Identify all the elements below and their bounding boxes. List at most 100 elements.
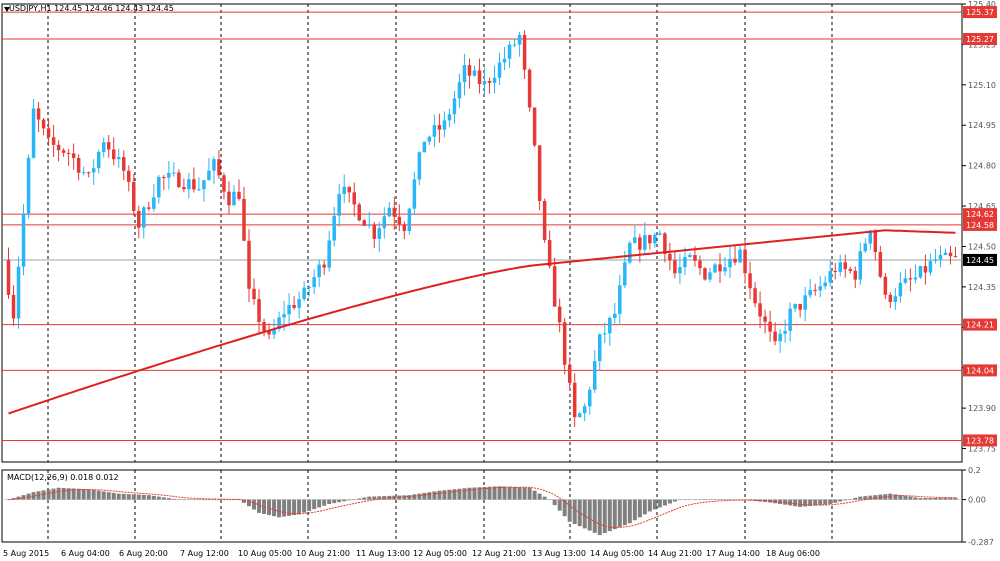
candle-body [282, 314, 286, 318]
macd-histogram-bar [317, 499, 322, 508]
macd-histogram-bar [697, 499, 702, 501]
candle-body [572, 382, 577, 418]
macd-histogram-bar [652, 499, 657, 510]
macd-histogram-bar [131, 494, 136, 500]
candle-body [793, 304, 797, 309]
candle-body [567, 364, 572, 383]
candle-body [663, 233, 667, 254]
macd-histogram-bar [592, 499, 597, 533]
candle-body [11, 294, 16, 319]
macd-histogram-bar [728, 499, 733, 501]
macd-histogram-bar [948, 497, 953, 500]
macd-histogram-bar [733, 499, 738, 501]
candle-body [312, 277, 316, 288]
candle-body [758, 303, 762, 317]
macd-histogram-bar [918, 498, 923, 500]
level-tag [963, 6, 997, 19]
macd-histogram-bar [532, 490, 537, 500]
candle-body [587, 389, 592, 407]
candle-body [623, 262, 627, 286]
macd-histogram-bar [332, 499, 337, 504]
candle-body [402, 224, 407, 232]
macd-histogram-bar [843, 499, 848, 501]
candle-body [948, 252, 953, 257]
candle-body [367, 224, 372, 226]
candle-body [287, 304, 291, 315]
candle-body [798, 304, 802, 310]
candle-body [182, 187, 186, 190]
macd-histogram-bar [717, 499, 723, 501]
candle-body [202, 180, 206, 190]
macd-histogram-bar [181, 499, 186, 501]
macd-histogram-bar [437, 490, 442, 500]
candle-body [818, 286, 822, 291]
macd-histogram-bar [888, 493, 893, 500]
main-panel-frame [1, 3, 963, 463]
macd-histogram-bar [838, 499, 843, 502]
macd-histogram-bar [307, 499, 312, 511]
candle-body [858, 251, 863, 280]
y-tick-label: 123.75 [968, 445, 996, 454]
macd-y-tick-label: 0.00 [968, 496, 986, 505]
candle-body [908, 278, 913, 280]
macd-histogram-bar [16, 496, 21, 500]
macd-histogram-bar [602, 499, 607, 534]
y-tick-label: 124.65 [968, 202, 996, 211]
candle-body [477, 70, 482, 84]
macd-histogram-bar [723, 499, 728, 501]
candle-body [748, 273, 752, 289]
candle-body [96, 151, 101, 169]
candle-body [923, 266, 928, 273]
candle-body [497, 62, 502, 78]
candle-body [327, 240, 331, 268]
macd-histogram-bar [868, 495, 873, 500]
candle-body [91, 168, 96, 173]
macd-histogram-bar [56, 487, 61, 500]
candle-body [713, 264, 717, 273]
macd-histogram-bar [798, 499, 803, 507]
candle-body [81, 172, 86, 174]
candle-body [31, 108, 36, 158]
level-tag [963, 33, 997, 46]
candle-body [86, 172, 91, 174]
dropdown-triangle-icon[interactable] [4, 7, 10, 12]
macd-histogram-bar [542, 496, 547, 500]
candle-body [352, 192, 356, 205]
macd-histogram-bar [808, 499, 813, 506]
macd-histogram-bar [41, 490, 46, 500]
candle-body [673, 260, 677, 274]
macd-histogram-bar [292, 499, 297, 516]
candle-body [562, 322, 567, 365]
candle-body [517, 34, 522, 45]
macd-histogram-bar [372, 496, 377, 500]
candle-body [492, 77, 497, 83]
candle-body [362, 220, 367, 226]
x-tick-label: 12 Aug 21:00 [472, 549, 526, 558]
macd-histogram-bar [96, 490, 101, 500]
macd-histogram-bar [677, 499, 682, 501]
macd-histogram-bar [367, 496, 372, 500]
candle-body [547, 240, 552, 267]
current-price-tag [963, 253, 997, 266]
macd-histogram-bar [492, 486, 497, 500]
macd-panel-frame [1, 469, 963, 543]
candle-body [247, 240, 251, 289]
macd-histogram-bar [497, 486, 502, 500]
candle-body [928, 261, 933, 273]
candle-body [577, 413, 582, 418]
macd-y-tick-label: -0.287 [968, 538, 994, 547]
x-tick-label: 10 Aug 05:00 [238, 549, 292, 558]
x-tick-label: 6 Aug 20:00 [119, 549, 168, 558]
candle-body [257, 299, 261, 322]
macd-histogram-bar [893, 494, 898, 500]
macd-histogram-bar [928, 498, 933, 500]
macd-histogram-bar [637, 499, 642, 518]
candle-body [592, 361, 597, 390]
macd-histogram-bar [116, 493, 121, 500]
candle-body [347, 186, 351, 193]
macd-histogram-bar [908, 496, 913, 500]
macd-histogram-bar [211, 499, 216, 501]
candle-body [828, 271, 832, 283]
